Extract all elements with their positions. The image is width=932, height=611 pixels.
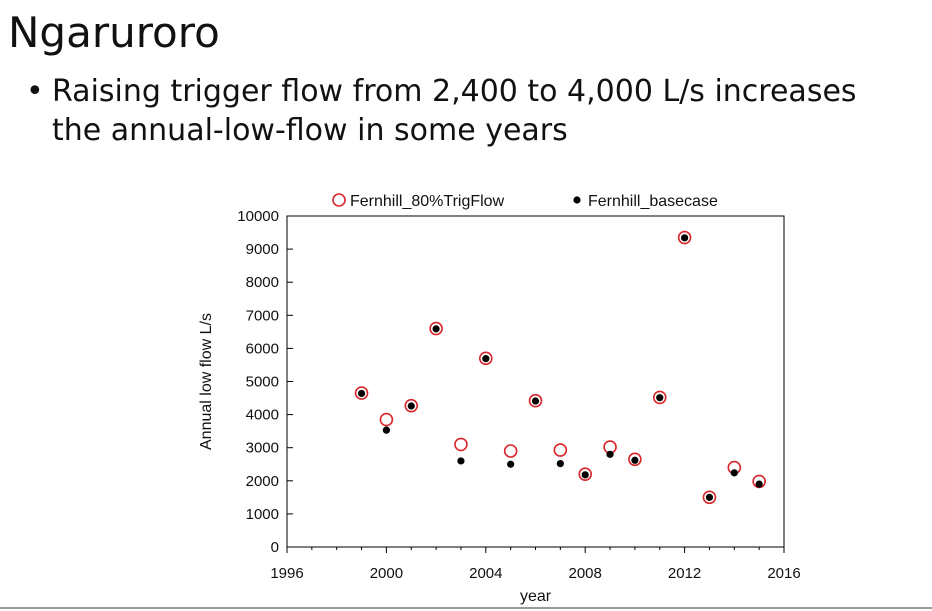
y-axis: 0 1000 2000 3000 4000 5000 6000 7000 8000 9000 100… xyxy=(237,208,293,556)
point-basecase xyxy=(432,325,440,333)
x-tick-label: 2008 xyxy=(569,565,602,582)
point-trigflow xyxy=(553,443,568,457)
x-tick-label: 2016 xyxy=(767,565,800,582)
bullet-text: Raising trigger flow from 2,400 to 4,000… xyxy=(52,74,857,148)
point-basecase xyxy=(556,459,564,468)
point-basecase xyxy=(631,456,639,464)
bullet-marker: • xyxy=(26,74,44,109)
legend-marker xyxy=(332,193,346,207)
y-tick-label: 9000 xyxy=(246,241,279,258)
point-trigflow xyxy=(379,412,394,427)
x-tick-label: 1996 xyxy=(270,565,303,582)
point-basecase xyxy=(606,450,614,458)
point-basecase xyxy=(656,394,664,402)
legend-label: Fernhill_basecase xyxy=(588,193,718,210)
y-tick-label: 4000 xyxy=(246,407,279,424)
y-tick-label: 7000 xyxy=(246,307,279,324)
point-basecase xyxy=(531,397,540,405)
x-axis: 1996 2000 2004 2008 2012 2016 xyxy=(270,547,801,582)
point-basecase xyxy=(755,480,763,488)
point-basecase xyxy=(407,402,415,410)
point-trigflow xyxy=(454,437,468,452)
point-basecase xyxy=(382,426,390,434)
y-tick-label: 0 xyxy=(271,539,279,556)
point-basecase xyxy=(507,460,515,468)
point-basecase xyxy=(730,469,738,477)
chart-legend: Fernhill_80%TrigFlow Fernhill_basecase xyxy=(332,193,718,210)
x-axis-label: year xyxy=(520,588,552,605)
y-tick-label: 5000 xyxy=(246,374,279,391)
y-tick-label: 6000 xyxy=(246,340,279,357)
legend-label: Fernhill_80%TrigFlow xyxy=(350,193,505,210)
point-basecase xyxy=(681,234,689,242)
x-tick-label: 2004 xyxy=(469,565,502,582)
y-tick-label: 2000 xyxy=(246,473,279,490)
point-basecase xyxy=(581,471,589,479)
slide-title: Ngaruroro xyxy=(8,8,220,57)
y-axis-label: Annual low flow L/s xyxy=(198,313,215,450)
y-tick-label: 3000 xyxy=(246,440,279,457)
y-tick-label: 1000 xyxy=(246,506,279,523)
legend-marker xyxy=(573,196,581,204)
x-tick-label: 2000 xyxy=(370,565,403,582)
x-tick-label: 2012 xyxy=(668,565,701,582)
slide-bottom-rule xyxy=(0,607,932,609)
y-tick-label: 10000 xyxy=(237,208,279,225)
point-basecase xyxy=(457,457,465,465)
point-basecase xyxy=(482,355,490,363)
y-tick-label: 8000 xyxy=(246,274,279,291)
point-basecase xyxy=(705,493,714,501)
point-trigflow xyxy=(503,444,518,458)
data-points xyxy=(354,230,766,505)
point-basecase xyxy=(357,389,366,398)
